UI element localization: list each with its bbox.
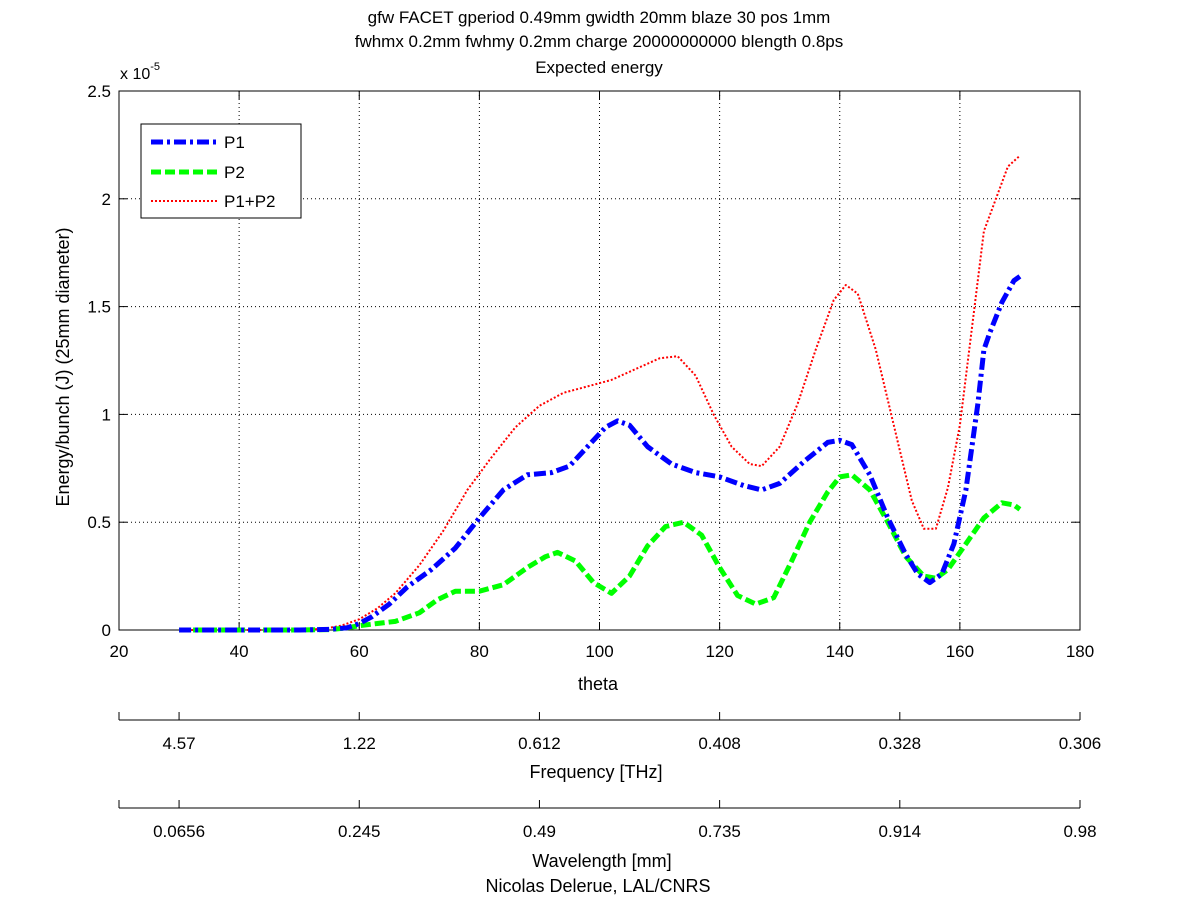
grid-lines	[119, 91, 1080, 630]
wavelength-axis: 0.0656 0.245 0.49 0.735 0.914 0.98 Wavelength…	[118, 800, 1097, 871]
y-axis-label: Energy/bunch (J) (25mm diameter)	[53, 227, 73, 506]
legend-label-p2: P2	[224, 163, 245, 182]
wavelength-axis-tick-label: 0.735	[698, 822, 741, 841]
x-tick-label: 140	[826, 642, 854, 661]
wavelength-axis-label: Wavelength [mm]	[532, 851, 671, 871]
chart-title-line-3: Expected energy	[535, 58, 663, 77]
wavelength-axis-tick-label: 0.98	[1063, 822, 1096, 841]
wavelength-axis-ticks: 0.0656 0.245 0.49 0.735 0.914 0.98	[118, 800, 1097, 841]
frequency-axis-tick-label: 0.306	[1059, 734, 1102, 753]
frequency-axis-tick-label: 1.22	[343, 734, 376, 753]
y-tick-label: 0.5	[87, 513, 111, 532]
y-exponent-power: -5	[150, 61, 160, 73]
wavelength-axis-tick-label: 0.914	[879, 822, 922, 841]
x-tick-label: 20	[110, 642, 129, 661]
chart-title-line-1: gfw FACET gperiod 0.49mm gwidth 20mm bla…	[368, 8, 831, 27]
legend-label-p1p2: P1+P2	[224, 192, 276, 211]
y-tick-label: 1.5	[87, 298, 111, 317]
x-tick-label: 60	[350, 642, 369, 661]
series-line-p1-p2	[179, 154, 1021, 631]
plot-area	[118, 90, 1081, 633]
x-tick-label: 80	[470, 642, 489, 661]
frequency-axis: 4.57 1.22 0.612 0.408 0.328 0.306 Frequency […	[118, 712, 1102, 782]
y-tick-label: 2	[102, 190, 111, 209]
x-axis-label: theta	[578, 674, 619, 694]
y-exponent-label: x 10-5	[120, 61, 160, 83]
y-tick-label: 0	[102, 621, 111, 640]
series-line-p2	[179, 472, 1022, 633]
frequency-axis-ticks: 4.57 1.22 0.612 0.408 0.328 0.306	[118, 712, 1102, 753]
chart-title-line-2: fwhmx 0.2mm fwhmy 0.2mm charge 200000000…	[355, 32, 844, 51]
frequency-axis-tick-label: 0.612	[518, 734, 561, 753]
frequency-axis-label: Frequency [THz]	[529, 762, 662, 782]
x-tick-label: 100	[585, 642, 613, 661]
wavelength-axis-tick-label: 0.0656	[153, 822, 205, 841]
y-tick-label: 2.5	[87, 82, 111, 101]
frequency-axis-tick-label: 0.328	[879, 734, 922, 753]
legend-label-p1: P1	[224, 133, 245, 152]
series-layer	[179, 154, 1022, 633]
x-tick-label: 180	[1066, 642, 1094, 661]
x-tick-label: 160	[946, 642, 974, 661]
x-tick-label: 120	[705, 642, 733, 661]
author-credit: Nicolas Delerue, LAL/CNRS	[485, 876, 710, 896]
wavelength-axis-tick-label: 0.245	[338, 822, 381, 841]
x-tick-labels: 20 40 60 80 100 120 140 160 180	[110, 642, 1095, 661]
svg-text:x 10-5: x 10-5	[120, 61, 160, 83]
y-tick-labels: 0 0.5 1 1.5 2 2.5	[87, 82, 111, 640]
frequency-axis-tick-label: 0.408	[698, 734, 741, 753]
y-tick-label: 1	[102, 405, 111, 424]
frequency-axis-tick-label: 4.57	[163, 734, 196, 753]
series-line-p1	[179, 274, 1022, 633]
x-tick-label: 40	[230, 642, 249, 661]
y-exponent-base: x 10	[120, 66, 150, 83]
wavelength-axis-tick-label: 0.49	[523, 822, 556, 841]
legend: P1 P2 P1+P2	[140, 123, 302, 219]
